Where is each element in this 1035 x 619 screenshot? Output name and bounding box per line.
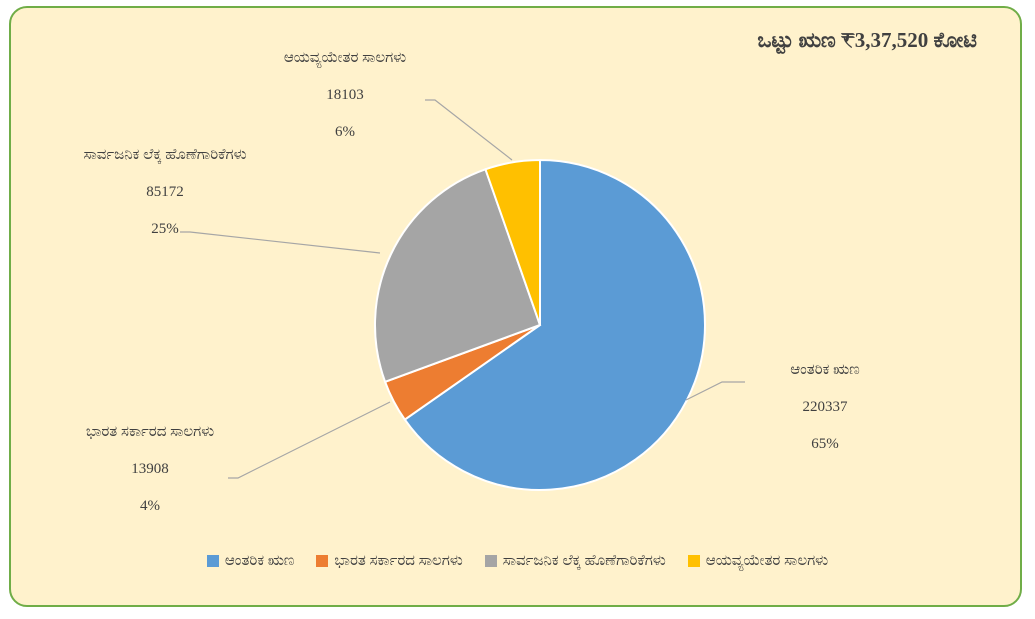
label-percent: 25% [151,221,179,237]
legend-item: ಆಂತರಿಕ ಋಣ [206,552,295,570]
pie-slice [374,168,542,384]
label-percent: 6% [335,124,355,140]
label-value: 13908 [131,461,169,477]
label-name: ಆಯವ್ಯಯೇತರ ಸಾಲಗಳು [283,50,407,66]
legend-swatch [484,555,497,567]
pie-slice [484,158,541,326]
leader-line [228,401,391,479]
label-name: ಆಂತರಿಕ ಋಣ [790,362,860,378]
label-value: 220337 [802,399,848,415]
legend-swatch [316,555,329,567]
chart-title: ಒಟ್ಟು ಋಣ ₹3,37,520 ಕೋಟಿ [757,28,977,52]
pie-slice [403,158,706,491]
label-percent: 65% [811,436,839,452]
label-value: 85172 [146,184,184,200]
legend-label: ಆಯವ್ಯಯೇತರ ಸಾಲಗಳು [705,553,829,569]
legend-item: ಆಯವ್ಯಯೇತರ ಸಾಲಗಳು [687,552,829,570]
legend-item: ಭಾರತ ಸರ್ಕಾರದ ಸಾಲಗಳು [316,552,463,570]
label-name: ಭಾರತ ಸರ್ಕಾರದ ಸಾಲಗಳು [85,424,215,440]
label-percent: 4% [140,498,160,514]
leader-line [425,99,513,161]
legend-item: ಸಾರ್ವಜನಿಕ ಲೆಕ್ಕ ಹೊಣೆಗಾರಿಕೆಗಳು [484,552,666,570]
data-label: ಭಾರತ ಸರ್ಕಾರದ ಸಾಲಗಳು 13908 4% [50,414,250,525]
data-label: ಸಾರ್ವಜನಿಕ ಲೆಕ್ಕ ಹೊಣೆಗಾರಿಕೆಗಳು 85172 25% [65,137,265,248]
leader-line [180,231,381,254]
label-name: ಸಾರ್ವಜನಿಕ ಲೆಕ್ಕ ಹೊಣೆಗಾರಿಕೆಗಳು [83,147,247,163]
data-label: ಆಂತರಿಕ ಋಣ 220337 65% [725,352,925,463]
legend-label: ಆಂತರಿಕ ಋಣ [224,553,295,569]
legend-swatch [687,555,700,567]
legend-label: ಸಾರ್ವಜನಿಕ ಲೆಕ್ಕ ಹೊಣೆಗಾರಿಕೆಗಳು [502,553,666,569]
legend-swatch [206,555,219,567]
legend: ಆಂತರಿಕ ಋಣ ಭಾರತ ಸರ್ಕಾರದ ಸಾಲಗಳು ಸಾರ್ವಜನಿಕ ಲೆ… [0,552,1035,570]
leader-line [685,381,745,401]
data-label: ಆಯವ್ಯಯೇತರ ಸಾಲಗಳು 18103 6% [245,40,445,151]
label-value: 18103 [326,87,364,103]
legend-label: ಭಾರತ ಸರ್ಕಾರದ ಸಾಲಗಳು [334,553,463,569]
